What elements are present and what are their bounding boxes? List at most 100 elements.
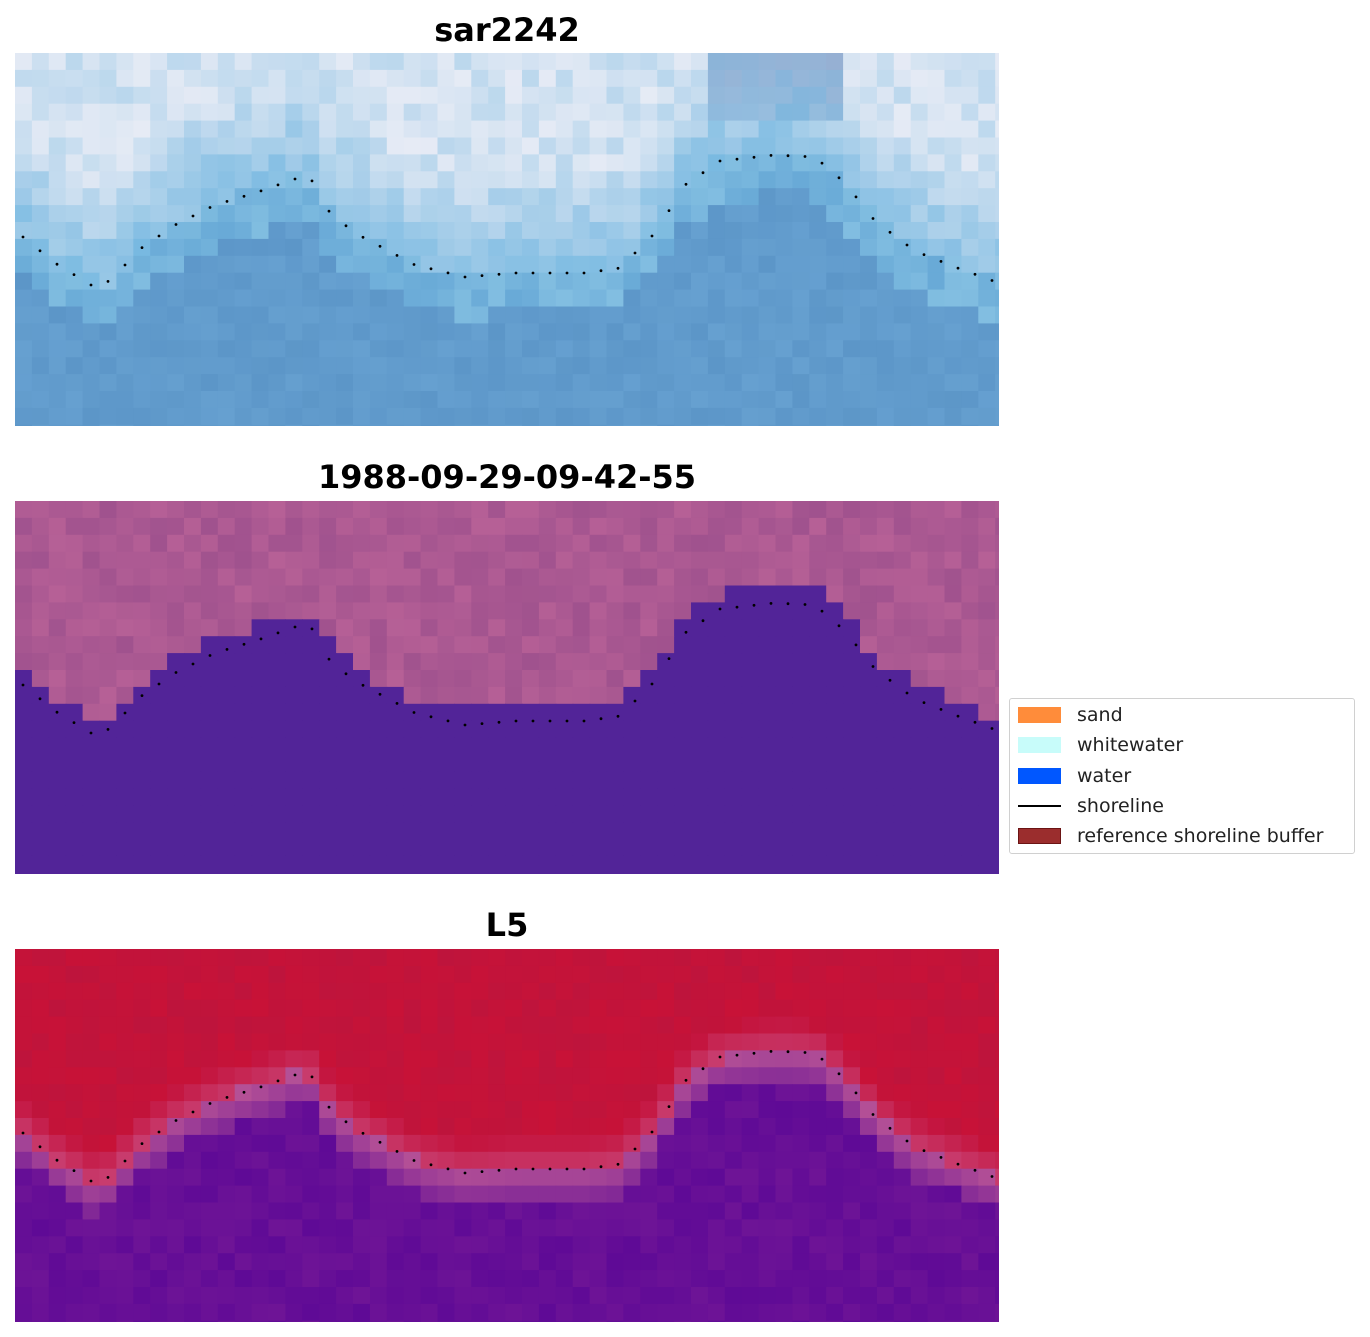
shoreline-point	[752, 155, 756, 159]
shoreline-point	[106, 728, 110, 731]
shoreline-point	[276, 631, 280, 635]
shoreline-point	[735, 157, 739, 161]
legend-item-whitewater: whitewater	[1018, 734, 1183, 756]
sar-image-panel	[15, 53, 999, 426]
shoreline-point	[667, 1105, 671, 1108]
legend-swatch-water	[1018, 768, 1061, 784]
shoreline-point	[922, 1149, 926, 1152]
shoreline-point	[361, 235, 365, 239]
shoreline-point	[820, 1057, 824, 1061]
shoreline-point	[888, 678, 892, 682]
shoreline-point	[973, 720, 977, 724]
shoreline-point	[157, 234, 161, 238]
shoreline-point	[939, 1156, 943, 1159]
sar-cells	[15, 53, 999, 426]
legend-line-shoreline	[1018, 805, 1061, 807]
legend-swatch-sand	[1018, 707, 1061, 723]
shoreline-point	[276, 183, 280, 187]
shoreline-point	[633, 699, 637, 703]
panel-title-l5: L5	[485, 906, 529, 944]
shoreline-point	[701, 619, 705, 623]
shoreline-point	[344, 1120, 348, 1124]
shoreline-point	[616, 266, 620, 270]
shoreline-point	[786, 154, 790, 158]
shoreline-point	[191, 214, 195, 218]
shoreline-point	[650, 682, 654, 686]
shoreline-point	[225, 648, 229, 651]
shoreline-point	[582, 1167, 586, 1171]
shoreline-point	[21, 683, 25, 687]
shoreline-point	[463, 723, 467, 727]
shoreline-point	[140, 246, 144, 250]
shoreline-point	[327, 209, 331, 213]
shoreline-point	[531, 271, 535, 275]
shoreline-point	[174, 223, 178, 226]
shoreline-point	[956, 714, 960, 718]
shoreline-point	[157, 682, 161, 686]
shoreline-point	[310, 1075, 314, 1079]
shoreline-point	[89, 283, 93, 287]
shoreline-point	[38, 697, 42, 701]
shoreline-point	[565, 719, 569, 723]
shoreline-point	[837, 176, 841, 180]
shoreline-point	[497, 1168, 501, 1172]
shoreline-point	[293, 625, 297, 629]
shoreline-point	[259, 637, 263, 641]
class-cells	[15, 501, 999, 874]
shoreline-point	[123, 1159, 127, 1163]
shoreline-point	[344, 672, 348, 676]
shoreline-point	[871, 1113, 875, 1116]
shoreline-point	[973, 272, 977, 276]
legend-swatch-whitewater	[1018, 737, 1061, 753]
shoreline-point	[633, 251, 637, 255]
shoreline-point	[837, 1072, 841, 1076]
shoreline-point	[310, 179, 314, 183]
sar-heatmap	[15, 53, 999, 426]
shoreline-point	[531, 1167, 535, 1171]
shoreline-point	[157, 1130, 161, 1134]
shoreline-point	[769, 154, 773, 157]
classification-image-panel	[15, 501, 999, 874]
shoreline-point	[140, 694, 144, 697]
shoreline-point	[480, 1170, 484, 1173]
shoreline-point	[599, 717, 603, 721]
shoreline-point	[225, 1096, 229, 1099]
sar-shoreline	[21, 154, 994, 287]
shoreline-point	[412, 263, 416, 266]
shoreline-point	[446, 719, 450, 723]
shoreline-point	[565, 271, 569, 275]
shoreline-point	[140, 1142, 144, 1145]
shoreline-point	[89, 1179, 93, 1183]
shoreline-point	[565, 1167, 569, 1171]
shoreline-point	[718, 1055, 722, 1059]
shoreline-point	[395, 702, 399, 705]
shoreline-point	[973, 1168, 977, 1172]
shoreline-point	[582, 271, 586, 275]
shoreline-point	[922, 253, 926, 256]
shoreline-point	[990, 279, 994, 282]
shoreline-point	[514, 719, 518, 723]
shoreline-point	[922, 701, 926, 704]
shoreline-point	[939, 260, 943, 263]
shoreline-point	[514, 271, 518, 275]
shoreline-point	[21, 1131, 25, 1135]
l5-shoreline	[21, 1050, 994, 1183]
shoreline-point	[769, 602, 773, 605]
shoreline-point	[820, 161, 824, 165]
shoreline-point	[208, 1102, 212, 1105]
shoreline-point	[55, 710, 59, 714]
shoreline-point	[361, 683, 365, 687]
shoreline-point	[412, 711, 416, 714]
l5-heatmap	[15, 949, 999, 1322]
shoreline-point	[650, 1130, 654, 1134]
shoreline-point	[548, 1167, 552, 1171]
shoreline-point	[72, 273, 76, 276]
shoreline-point	[905, 243, 909, 247]
shoreline-point	[633, 1147, 637, 1151]
shoreline-point	[55, 262, 59, 266]
shoreline-point	[72, 1169, 76, 1172]
shoreline-point	[837, 624, 841, 628]
shoreline-point	[990, 1175, 994, 1178]
shoreline-point	[429, 715, 433, 719]
l5-cells	[15, 949, 999, 1322]
